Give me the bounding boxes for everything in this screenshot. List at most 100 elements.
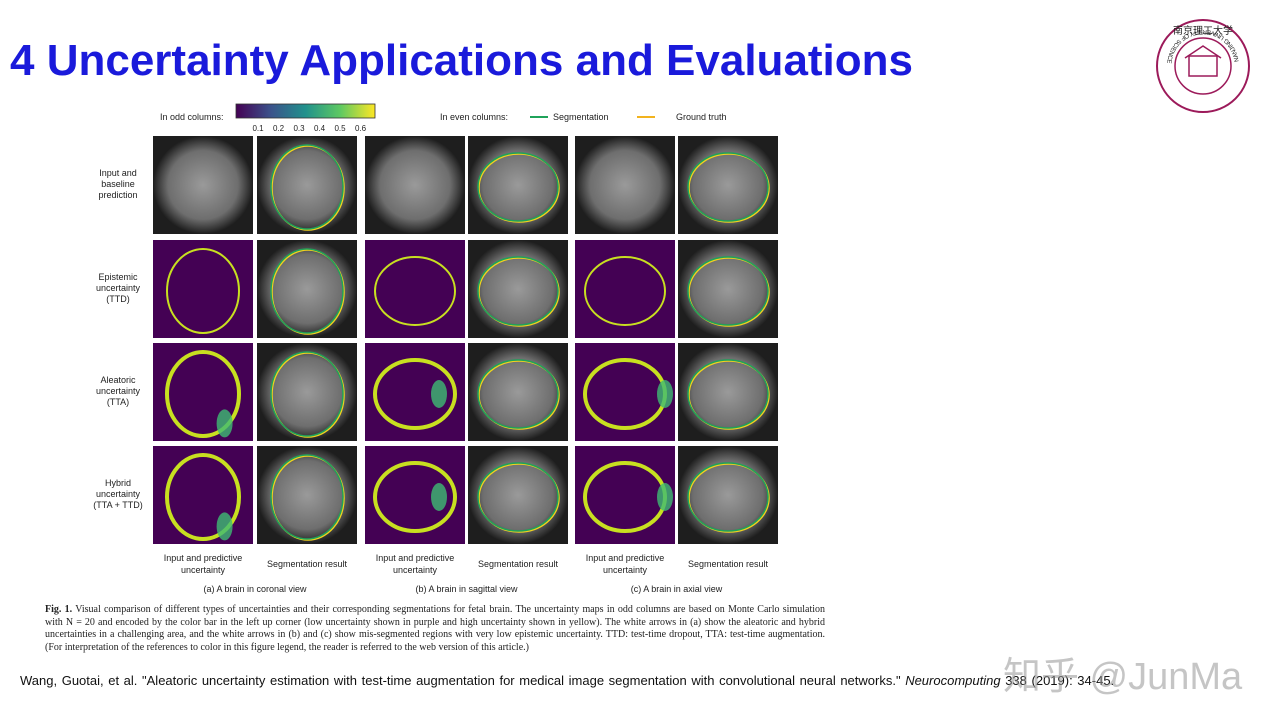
ground-truth (478, 257, 560, 327)
image-panel (365, 136, 465, 234)
image-panel (153, 240, 253, 338)
figure-caption: Fig. 1. Visual comparison of different t… (45, 604, 825, 654)
image-panel (678, 136, 778, 234)
image-panel (468, 343, 568, 441)
citation-journal: Neurocomputing (905, 673, 1001, 688)
ground-truth (478, 360, 560, 430)
segmentation (270, 248, 344, 334)
figure: In odd columns: 0.1 0.2 0.3 0.4 0.5 0.6 In even… (93, 103, 778, 594)
uncertainty-ring (374, 256, 456, 326)
ground-truth (271, 455, 345, 541)
ground-truth (271, 249, 345, 335)
citation-tail: 338 (2019): 34-45. (1005, 673, 1115, 688)
colorbar-tick: 0.2 (273, 124, 285, 133)
uncertainty-blob (431, 380, 447, 408)
row-label: uncertainty (96, 386, 141, 396)
legend-label: Segmentation (553, 112, 609, 122)
ground-truth (688, 257, 770, 327)
image-panel (678, 446, 778, 544)
row-label: prediction (98, 190, 137, 200)
column-label: Input and predictive (164, 553, 243, 563)
row-label: baseline (101, 179, 135, 189)
column-label: Input and predictive (586, 553, 665, 563)
column-label: uncertainty (603, 565, 648, 575)
ground-truth (688, 153, 770, 223)
ground-truth (688, 463, 770, 533)
ground-truth (271, 352, 345, 438)
caption-label: Fig. 1. (45, 604, 73, 615)
image-panel (678, 240, 778, 338)
column-label: Input and predictive (376, 553, 455, 563)
uncertainty-ring (584, 256, 666, 326)
segmentation (687, 152, 769, 222)
colorbar-tick: 0.4 (314, 124, 326, 133)
even-label: In even columns: (440, 112, 508, 122)
image-panel (257, 240, 357, 338)
uncertainty-ring (373, 461, 457, 533)
column-label: Segmentation result (478, 559, 559, 569)
image-panel (468, 446, 568, 544)
column-label: Segmentation result (267, 559, 348, 569)
segmentation (270, 454, 344, 540)
colorbar (235, 103, 376, 119)
ground-truth (478, 153, 560, 223)
column-label: uncertainty (181, 565, 226, 575)
colorbar-tick: 0.5 (334, 124, 346, 133)
logo: NANJING UNIVERSITY OF SCIENCE & TECHNOLO… (1155, 18, 1250, 113)
image-panel (257, 343, 357, 441)
row-label: Hybrid (105, 478, 131, 488)
citation-text: Wang, Guotai, et al. "Aleatoric uncertai… (20, 673, 901, 688)
caption-text: Visual comparison of different types of … (45, 604, 825, 653)
image-panel (257, 446, 357, 544)
citation: Wang, Guotai, et al. "Aleatoric uncertai… (20, 673, 1114, 688)
image-panel (153, 343, 253, 441)
row-label: Input and (99, 168, 137, 178)
uncertainty-blob (216, 409, 233, 438)
colorbar-tick: 0.3 (293, 124, 305, 133)
legend-label: Ground truth (676, 112, 727, 122)
segmentation (687, 359, 769, 429)
segmentation (270, 144, 344, 230)
row-label: Aleatoric (100, 375, 136, 385)
image-panel (153, 136, 253, 234)
colorbar-label: In odd columns: (160, 112, 224, 122)
uncertainty-blob (216, 512, 233, 541)
segmentation (477, 152, 559, 222)
segmentation (477, 256, 559, 326)
segmentation (687, 256, 769, 326)
image-panel (153, 446, 253, 544)
row-label: uncertainty (96, 283, 141, 293)
image-panel (575, 136, 675, 234)
uncertainty-ring (373, 358, 457, 430)
row-label: (TTD) (106, 294, 130, 304)
watermark: 知乎 @JunMa (1003, 656, 1243, 698)
column-label: uncertainty (393, 565, 438, 575)
subcaption: (a) A brain in coronal view (203, 584, 307, 594)
subcaption: (b) A brain in sagittal view (415, 584, 518, 594)
segmentation (687, 462, 769, 532)
colorbar-tick: 0.6 (355, 124, 367, 133)
slide-title: 4 Uncertainty Applications and Evaluatio… (10, 36, 914, 85)
uncertainty-blob (657, 483, 673, 511)
column-label: Segmentation result (688, 559, 769, 569)
row-label: Epistemic (98, 272, 138, 282)
uncertainty-ring (165, 453, 241, 541)
uncertainty-ring (165, 350, 241, 438)
row-label: (TTA + TTD) (93, 500, 142, 510)
row-label: (TTA) (107, 397, 129, 407)
image-panel (468, 240, 568, 338)
uncertainty-blob (431, 483, 447, 511)
segmentation (270, 351, 344, 437)
row-label: uncertainty (96, 489, 141, 499)
segmentation (477, 462, 559, 532)
image-panel (678, 343, 778, 441)
image-panel (468, 136, 568, 234)
logo-chars: 南京理工大学 (1173, 24, 1233, 37)
uncertainty-ring (166, 248, 240, 334)
ground-truth (478, 463, 560, 533)
colorbar-tick: 0.1 (252, 124, 264, 133)
image-panel (257, 136, 357, 234)
uncertainty-blob (657, 380, 673, 408)
subcaption: (c) A brain in axial view (631, 584, 723, 594)
